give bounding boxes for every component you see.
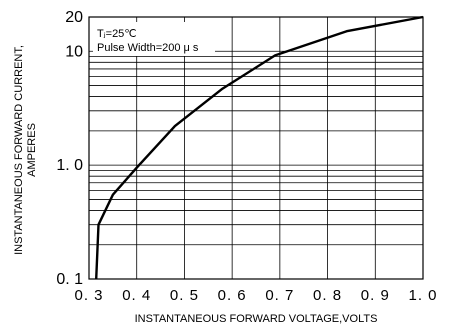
x-tick-label: 0. 3 xyxy=(74,287,103,304)
series-line xyxy=(95,15,424,280)
y-tick-label: 0. 1 xyxy=(56,271,83,288)
y-axis-label: INSTANTANEOUS FORWARD CURRENT, AMPERES xyxy=(13,45,38,255)
x-tick-label: 0. 7 xyxy=(265,287,294,304)
y-tick-label: 1. 0 xyxy=(56,157,83,174)
annotation-pulse-width: Pulse Width=200 μ s xyxy=(97,42,199,54)
annotation-temperature: Tⱼ=25℃ xyxy=(97,28,137,40)
grid-layer xyxy=(88,16,424,280)
x-tick-label: 0. 8 xyxy=(313,287,342,304)
y-tick-label: 20 xyxy=(65,9,83,26)
tick-labels: 0. 3 0. 4 0. 5 0. 6 0. 7 0. 8 0. 9 1. 0 0. 1 1. 0… xyxy=(56,9,437,304)
x-tick-label: 0. 9 xyxy=(361,287,390,304)
y-tick-label: 10 xyxy=(65,43,83,60)
y-axis-label-line1: INSTANTANEOUS FORWARD CURRENT, xyxy=(13,45,25,255)
x-axis-label: INSTANTANEOUS FORWARD VOLTAGE,VOLTS xyxy=(135,313,378,325)
annotation-box xyxy=(93,22,215,56)
x-tick-label: 0. 6 xyxy=(218,287,247,304)
x-tick-label: 1. 0 xyxy=(408,287,437,304)
x-tick-label: 0. 5 xyxy=(170,287,199,304)
y-axis-label-line2: AMPERES xyxy=(26,123,38,177)
x-tick-label: 0. 4 xyxy=(122,287,151,304)
plot-frame xyxy=(88,16,424,280)
